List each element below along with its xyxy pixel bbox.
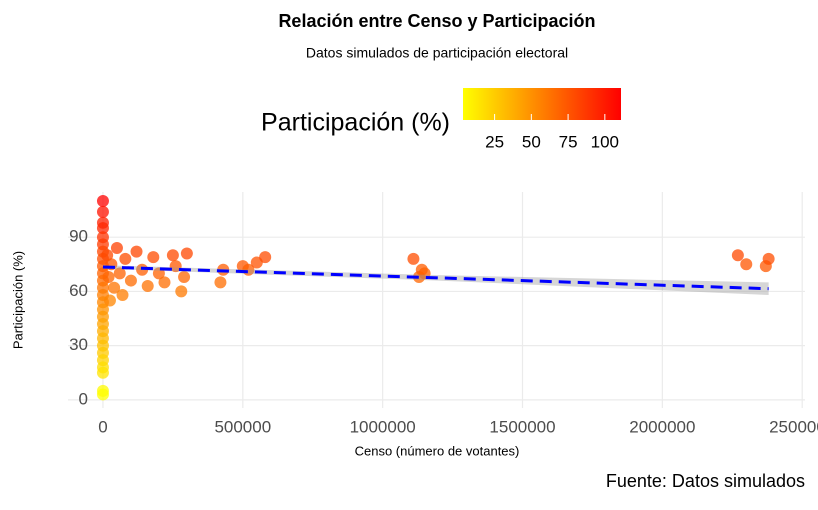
x-tick-label: 1500000 — [489, 417, 555, 436]
colorbar-tick-label: 75 — [559, 132, 578, 151]
data-point — [108, 281, 121, 294]
data-point — [169, 260, 182, 273]
colorbar — [463, 88, 621, 120]
data-point — [141, 279, 154, 292]
x-tick-label: 0 — [98, 417, 107, 436]
data-point — [119, 252, 132, 265]
data-point — [259, 251, 272, 264]
legend-title: Participación (%) — [261, 109, 450, 137]
data-point — [96, 388, 109, 401]
y-tick-label: 60 — [69, 281, 88, 300]
data-point — [180, 247, 193, 260]
data-point — [178, 270, 191, 283]
colorbar-tick-label: 100 — [591, 132, 619, 151]
colorbar-tick-label: 50 — [522, 132, 541, 151]
data-point — [731, 249, 744, 262]
data-point — [116, 289, 129, 302]
data-point — [130, 245, 143, 258]
confidence-band — [102, 265, 769, 296]
data-point — [96, 195, 109, 208]
y-tick-label: 30 — [69, 335, 88, 354]
data-point — [124, 274, 137, 287]
data-point — [110, 242, 123, 255]
x-tick-label: 2000000 — [629, 417, 695, 436]
chart-subtitle: Datos simulados de participación elector… — [306, 45, 568, 61]
data-point — [101, 249, 114, 262]
data-point — [762, 252, 775, 265]
caption: Fuente: Datos simulados — [606, 471, 805, 491]
data-point — [407, 252, 420, 265]
chart-title: Relación entre Censo y Participación — [278, 11, 595, 31]
data-point — [147, 251, 160, 264]
data-point — [175, 285, 188, 298]
data-point — [166, 249, 179, 262]
data-point — [740, 258, 753, 271]
x-tick-label: 500000 — [214, 417, 271, 436]
x-axis-label: Censo (número de votantes) — [355, 443, 520, 458]
data-point — [103, 294, 116, 307]
x-tick-label: 2500000 — [769, 417, 818, 436]
x-tick-label: 1000000 — [350, 417, 416, 436]
data-point — [102, 270, 115, 283]
data-point — [113, 267, 126, 280]
colorbar-tick-label: 25 — [485, 132, 504, 151]
data-point — [96, 205, 109, 218]
data-point — [96, 222, 109, 235]
data-point — [96, 366, 109, 379]
data-point — [214, 276, 227, 289]
y-axis-label: Participación (%) — [10, 251, 25, 349]
y-tick-label: 90 — [69, 227, 88, 246]
trend-line — [102, 265, 769, 291]
data-point — [158, 276, 171, 289]
y-tick-label: 0 — [79, 389, 88, 408]
